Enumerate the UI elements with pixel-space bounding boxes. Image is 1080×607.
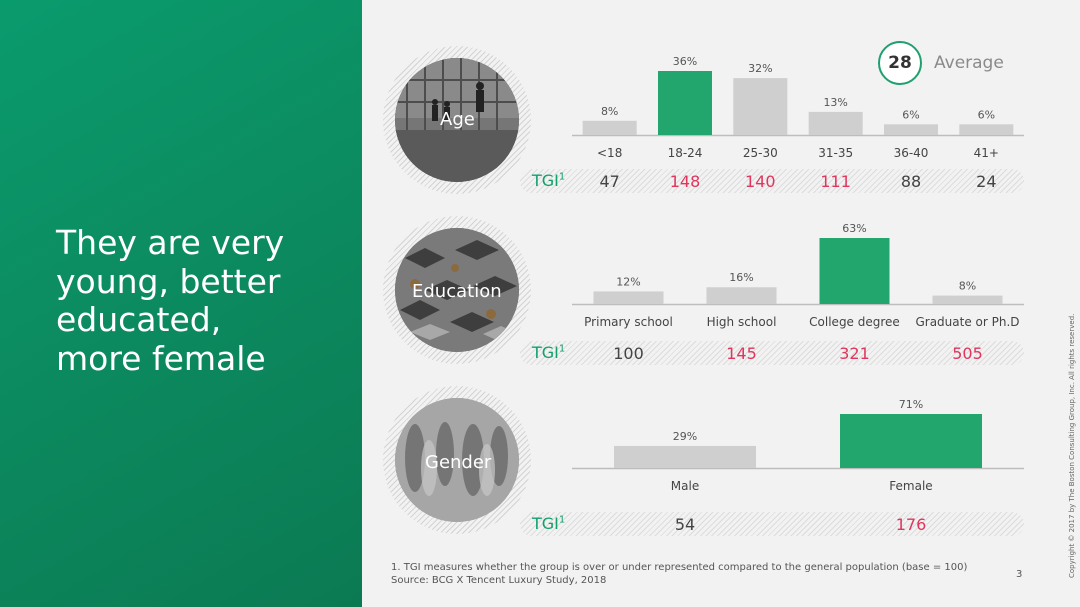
tgi-footnote-marker: 1: [558, 343, 566, 355]
left-panel: They are very young, better educated, mo…: [0, 0, 362, 607]
education-tgi-band: [520, 341, 1024, 365]
education-photo-label: Education: [412, 281, 502, 302]
gender-tgi-value-1: 176: [895, 515, 927, 534]
tgi-footnote: 1. TGI measures whether the group is ove…: [391, 562, 968, 573]
headline-line-4: more female: [56, 338, 266, 378]
gender-bar-0: [614, 445, 756, 468]
age-tgi-value-1: 148: [669, 172, 701, 191]
education-bar-1: [706, 287, 777, 304]
tgi-footnote-marker: 1: [558, 171, 566, 183]
education-category-label-3: Graduate or Ph.D: [915, 315, 1019, 329]
education-tgi-label: TGI1: [532, 343, 565, 362]
gender-tgi-band: [520, 512, 1024, 536]
education-category-label-2: College degree: [809, 315, 900, 329]
page-number: 3: [1016, 569, 1023, 580]
age-bar-4: [884, 124, 938, 135]
age-tgi-value-2: 140: [745, 172, 776, 191]
education-value-label-3: 8%: [959, 280, 976, 293]
age-category-label-3: 31-35: [818, 146, 853, 160]
age-category-label-1: 18-24: [668, 146, 703, 160]
education-tgi-value-2: 321: [839, 344, 870, 363]
age-tgi-band: [520, 169, 1024, 193]
headline-line-2: young, better: [56, 261, 281, 301]
gender-bar-1: [840, 414, 982, 468]
age-value-label-5: 6%: [978, 108, 995, 121]
age-value-label-1: 36%: [673, 55, 697, 68]
gender-photo-label: Gender: [425, 452, 492, 473]
age-category-label-2: 25-30: [743, 146, 778, 160]
age-bar-5: [959, 124, 1014, 135]
tgi-footnote-marker: 1: [558, 514, 566, 526]
tgi-label-text: TGI: [532, 343, 559, 362]
age-bar-2: [733, 78, 788, 135]
education-bar-3: [932, 295, 1003, 304]
gender-category-label-0: Male: [671, 479, 699, 493]
age-category-label-4: 36-40: [894, 146, 929, 160]
age-bar-1: [658, 71, 712, 135]
education-value-label-0: 12%: [616, 275, 640, 288]
headline: They are very young, better educated, mo…: [56, 223, 356, 378]
gender-photo: [395, 398, 519, 522]
age-value-label-0: 8%: [601, 105, 618, 118]
education-tgi-value-1: 145: [726, 344, 757, 363]
education-category-label-1: High school: [707, 315, 777, 329]
age-tgi-value-0: 47: [599, 172, 620, 191]
education-bar-2: [819, 238, 890, 304]
headline-line-1: They are very: [56, 223, 285, 262]
gender-value-label-0: 29%: [673, 430, 697, 443]
education-tgi-value-3: 505: [952, 344, 983, 363]
age-tgi-value-3: 111: [820, 172, 851, 191]
average-badge: 28: [878, 41, 922, 85]
footnote-block: 1. TGI measures whether the group is ove…: [391, 561, 967, 587]
age-tgi-value-5: 24: [976, 172, 997, 191]
gender-value-label-1: 71%: [899, 398, 923, 411]
average-label: Average: [934, 53, 1004, 73]
tgi-label-text: TGI: [532, 171, 559, 190]
age-value-label-4: 6%: [902, 108, 919, 121]
age-tgi-label: TGI1: [532, 171, 565, 190]
tgi-label-text: TGI: [532, 514, 559, 533]
age-category-label-0: <18: [597, 146, 622, 160]
age-bar-3: [808, 111, 863, 135]
education-value-label-1: 16%: [729, 271, 753, 284]
age-bar-0: [582, 120, 637, 135]
education-tgi-value-0: 100: [613, 344, 644, 363]
education-category-label-0: Primary school: [584, 315, 673, 329]
source-note: Source: BCG X Tencent Luxury Study, 2018: [391, 575, 607, 586]
gender-category-label-1: Female: [889, 479, 932, 493]
walking-crowd-photo-icon: [395, 398, 519, 522]
age-tgi-value-4: 88: [900, 172, 922, 191]
copyright-notice: Copyright © 2017 by The Boston Consultin…: [1068, 313, 1076, 578]
education-value-label-2: 63%: [842, 222, 866, 235]
gender-tgi-label: TGI1: [532, 514, 565, 533]
education-bar-0: [593, 291, 664, 304]
gender-tgi-value-0: 54: [674, 515, 696, 534]
headline-line-3: educated,: [56, 300, 222, 339]
age-value-label-3: 13%: [823, 96, 847, 109]
age-value-label-2: 32%: [748, 62, 772, 75]
age-photo-label: Age: [440, 109, 475, 130]
age-category-label-5: 41+: [974, 146, 999, 160]
